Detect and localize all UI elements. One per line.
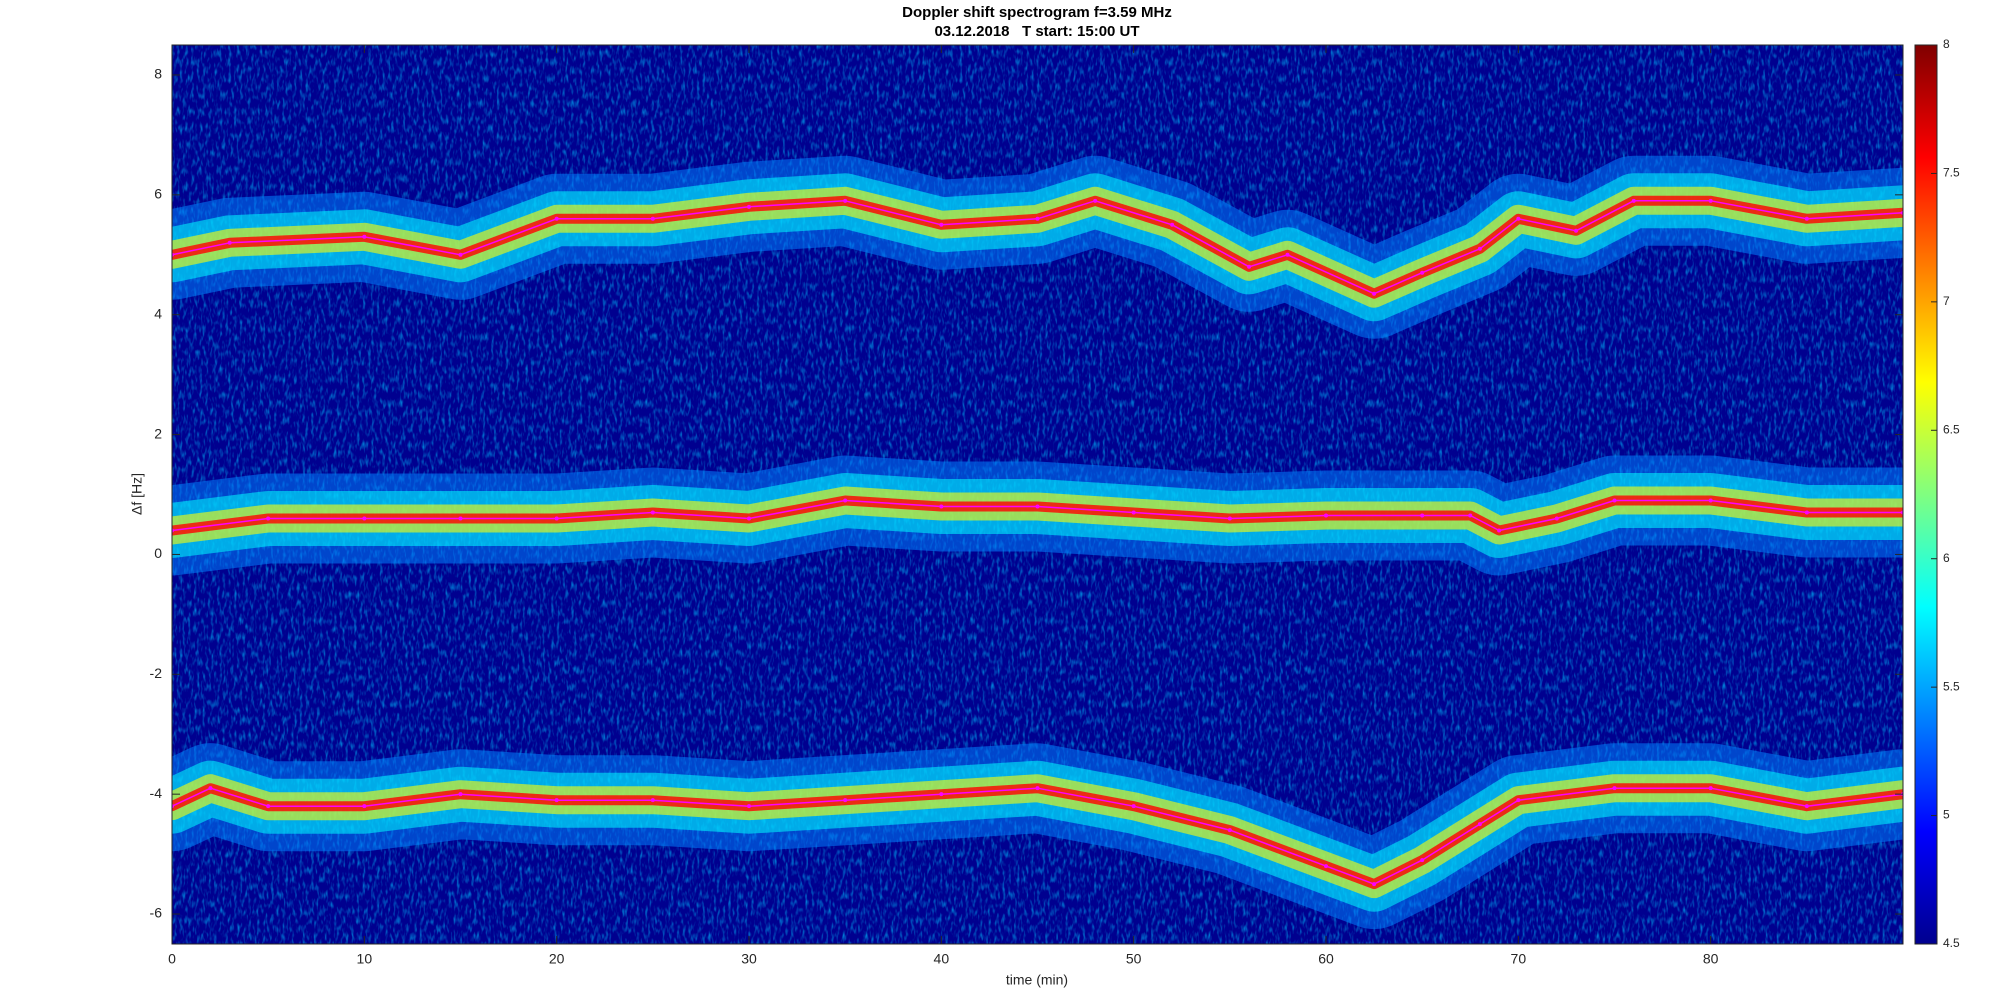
trace-point [1170, 222, 1175, 227]
trace-point [650, 798, 655, 803]
trace-point [1468, 513, 1473, 518]
trace-point [1035, 786, 1040, 791]
trace-point [939, 222, 944, 227]
trace-point [1372, 882, 1377, 887]
trace-point [458, 792, 463, 797]
trace-point [1093, 198, 1098, 203]
colorbar-tick-label: 6.5 [1943, 422, 1960, 436]
trace-point [362, 804, 367, 809]
trace-point [1227, 828, 1232, 833]
trace-point [650, 510, 655, 515]
x-tick-label: 20 [549, 951, 565, 967]
trace-point [1708, 498, 1713, 503]
y-tick-label: 2 [154, 425, 162, 441]
trace-point [1420, 858, 1425, 863]
trace-point [1708, 198, 1713, 203]
trace-point [843, 798, 848, 803]
colorbar-tick-label: 7 [1943, 294, 1950, 308]
trace-point [939, 504, 944, 509]
y-tick-label: 8 [154, 66, 162, 82]
trace-point [362, 516, 367, 521]
x-tick-label: 0 [168, 951, 176, 967]
trace-point [1631, 198, 1636, 203]
x-tick-label: 30 [741, 951, 757, 967]
x-tick-label: 60 [1318, 951, 1334, 967]
trace-point [1324, 513, 1328, 518]
x-tick-label: 80 [1703, 951, 1719, 967]
trace-point [1516, 798, 1521, 803]
trace-point [1131, 804, 1136, 809]
trace-point [1247, 264, 1252, 269]
trace-point [650, 216, 655, 221]
trace-point [747, 516, 751, 521]
x-tick-label: 10 [357, 951, 373, 967]
x-axis-label: time (min) [1006, 972, 1068, 988]
trace-point [1285, 252, 1290, 257]
colorbar-tick-label: 4.5 [1943, 936, 1960, 950]
trace-point [554, 798, 559, 803]
trace-point [1574, 228, 1579, 233]
trace-point [1497, 528, 1502, 533]
colorbar-tick-label: 5 [1943, 808, 1950, 822]
x-tick-label: 70 [1511, 951, 1527, 967]
plot-frame [171, 44, 1904, 945]
trace-point [1477, 246, 1482, 251]
colorbar-tick-label: 6 [1943, 551, 1950, 565]
trace-point [747, 204, 751, 209]
chart-subtitle: 03.12.2018 T start: 15:00 UT [934, 23, 1139, 40]
colorbar-tick-label: 5.5 [1943, 679, 1960, 693]
colorbar-tick-label: 7.5 [1943, 166, 1960, 180]
trace-point [227, 240, 232, 245]
y-tick-label: -6 [150, 905, 163, 921]
trace-point [1804, 804, 1809, 809]
trace-point [266, 804, 271, 809]
colorbar [1914, 44, 1938, 945]
y-tick-label: 0 [154, 545, 162, 561]
trace-point [843, 198, 848, 203]
x-tick-label: 40 [934, 951, 950, 967]
y-axis-label: Δf [Hz] [129, 473, 145, 515]
x-tick-label: 50 [1126, 951, 1142, 967]
trace-point [1035, 216, 1040, 221]
trace-point [554, 516, 559, 521]
y-tick-label: -2 [150, 665, 163, 681]
trace-point [1227, 516, 1232, 521]
trace-point [458, 516, 463, 521]
trace-point [554, 216, 559, 221]
trace-point [208, 786, 213, 791]
trace-point [843, 498, 848, 503]
trace-point [1324, 864, 1328, 869]
trace-point [1708, 786, 1713, 791]
chart-title: Doppler shift spectrogram f=3.59 MHz [902, 4, 1172, 21]
trace-point [1516, 216, 1521, 221]
trace-point [458, 252, 463, 257]
y-tick-label: 4 [154, 305, 162, 321]
plot-area [172, 155, 1903, 930]
trace-point [362, 234, 367, 239]
trace-point [1035, 504, 1040, 509]
trace-point [1554, 516, 1559, 521]
colorbar-tick-label: 8 [1943, 37, 1950, 51]
trace-point [1420, 513, 1425, 518]
trace-point [1804, 510, 1809, 515]
trace-point [1131, 510, 1136, 515]
trace-point [1612, 498, 1617, 503]
y-tick-label: -4 [150, 785, 163, 801]
trace-line [172, 787, 1903, 885]
trace-point [747, 804, 751, 809]
trace-point [1420, 270, 1425, 275]
trace-point [1612, 786, 1617, 791]
trace-point [1477, 822, 1482, 827]
y-tick-label: 6 [154, 186, 162, 202]
trace-point [939, 792, 944, 797]
trace-point [1372, 291, 1377, 296]
trace-point [266, 516, 271, 521]
trace-point [1804, 216, 1809, 221]
